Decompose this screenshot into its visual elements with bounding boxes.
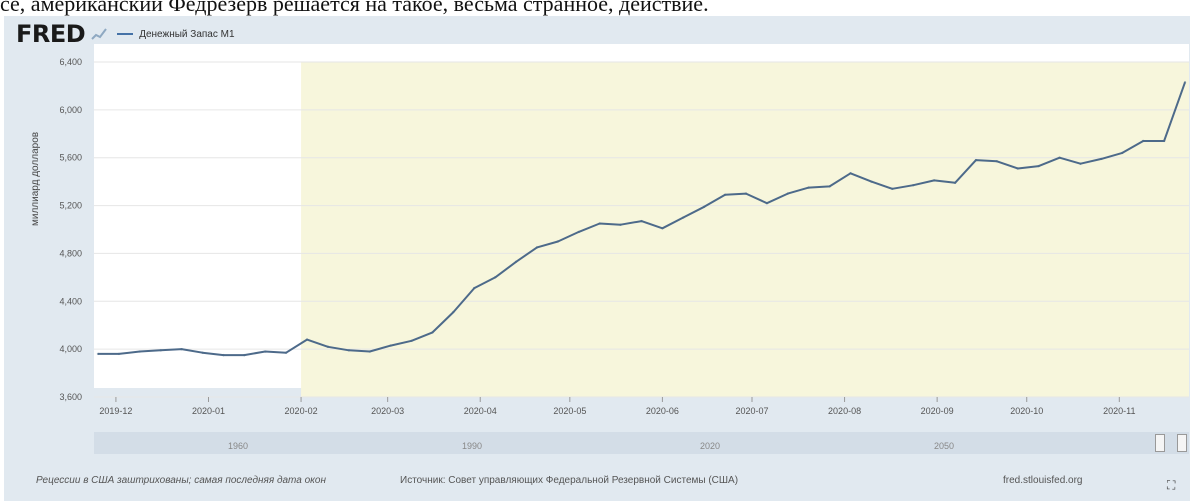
y-tick-label: 5,600 <box>59 153 82 163</box>
data-point <box>117 352 121 356</box>
x-tick-label: 2019-12 <box>99 406 132 416</box>
fred-logo[interactable]: FRED <box>16 20 86 48</box>
data-point <box>96 352 100 356</box>
recession-note: Рецессии в США заштрихованы; самая после… <box>36 475 326 486</box>
data-point <box>1016 167 1019 170</box>
data-point <box>1141 139 1145 143</box>
data-point <box>995 160 999 163</box>
data-point <box>1162 139 1166 143</box>
data-point <box>661 227 664 230</box>
x-tick-label: 2020-03 <box>371 406 404 416</box>
data-point <box>222 353 225 357</box>
data-point <box>389 344 392 347</box>
data-point <box>807 186 810 189</box>
data-point <box>1058 156 1061 159</box>
x-tick-label: 2020-05 <box>553 406 586 416</box>
article-text: се, американский Федрезерв решается на т… <box>0 0 709 16</box>
site-link[interactable]: fred.stlouisfed.org <box>1003 475 1083 486</box>
navigator-year-label: 2050 <box>934 441 955 451</box>
legend-series-label[interactable]: Денежный Запас M1 <box>139 28 235 40</box>
x-tick-label: 2020-01 <box>192 406 225 416</box>
data-point <box>514 260 518 264</box>
navigator-year-label: 2020 <box>700 441 721 451</box>
data-point <box>703 205 706 208</box>
data-point <box>452 310 455 314</box>
data-point <box>974 158 978 162</box>
data-point <box>598 222 601 225</box>
x-tick-label: 2020-04 <box>464 406 497 416</box>
data-point <box>159 349 162 352</box>
data-point <box>368 350 371 353</box>
range-navigator[interactable] <box>94 432 1189 454</box>
navigator-year-label: 1960 <box>228 441 249 451</box>
data-point <box>180 347 183 351</box>
data-point <box>912 184 915 187</box>
data-point <box>723 193 727 197</box>
recession-shading <box>301 62 1190 397</box>
y-tick-label: 4,800 <box>59 248 82 258</box>
data-point <box>535 246 539 249</box>
data-point <box>138 350 142 353</box>
navigator-year-label: 1990 <box>462 441 483 451</box>
x-tick-label: 2020-08 <box>828 406 861 416</box>
data-point <box>828 185 831 188</box>
data-point <box>493 276 497 279</box>
x-tick-label: 2020-09 <box>921 406 954 416</box>
data-point <box>347 349 351 352</box>
y-tick-label: 4,000 <box>59 344 82 354</box>
x-tick-label: 2020-02 <box>285 406 318 416</box>
x-tick-label: 2020-11 <box>1103 406 1135 416</box>
chart-line-icon <box>91 28 108 40</box>
data-point <box>849 172 852 175</box>
fullscreen-icon[interactable]: ⛶ <box>1167 478 1176 492</box>
x-tick-label: 2020-10 <box>1010 406 1043 416</box>
data-point <box>1100 157 1103 161</box>
data-point <box>765 201 769 205</box>
y-axis-label: миллиард долларов <box>30 131 41 226</box>
data-point <box>870 180 873 183</box>
data-point <box>1121 151 1124 155</box>
y-tick-label: 5,200 <box>59 201 82 211</box>
data-point <box>577 230 580 234</box>
data-point <box>1079 162 1082 165</box>
legend-swatch <box>117 33 134 35</box>
data-point <box>305 338 309 341</box>
data-point <box>1183 81 1187 84</box>
data-point <box>473 286 476 290</box>
y-tick-label: 6,400 <box>59 57 82 67</box>
navigator-right-handle[interactable] <box>1177 434 1187 452</box>
source-note: Источник: Совет управляющих Федеральной … <box>400 475 739 486</box>
data-point <box>953 181 957 185</box>
data-point <box>932 179 936 182</box>
data-point <box>556 240 560 243</box>
data-point <box>243 353 246 357</box>
data-point <box>619 223 622 226</box>
data-point <box>326 345 330 348</box>
data-point <box>1037 164 1040 168</box>
data-point <box>744 192 748 195</box>
data-point <box>682 216 685 219</box>
x-tick-label: 2020-06 <box>646 406 679 416</box>
y-tick-label: 4,400 <box>59 296 82 306</box>
data-point <box>410 339 413 342</box>
data-point <box>284 351 288 354</box>
data-point <box>431 331 434 334</box>
data-point <box>891 187 894 191</box>
navigator-left-handle[interactable] <box>1155 434 1165 452</box>
data-point <box>264 350 267 353</box>
y-tick-label: 6,000 <box>59 105 82 115</box>
data-point <box>786 192 790 195</box>
graph-header: FRED Денежный Запас M1 <box>16 20 235 48</box>
data-point <box>201 351 204 354</box>
data-point <box>640 219 643 223</box>
x-tick-label: 2020-07 <box>735 406 768 416</box>
y-tick-label: 3,600 <box>59 392 82 402</box>
